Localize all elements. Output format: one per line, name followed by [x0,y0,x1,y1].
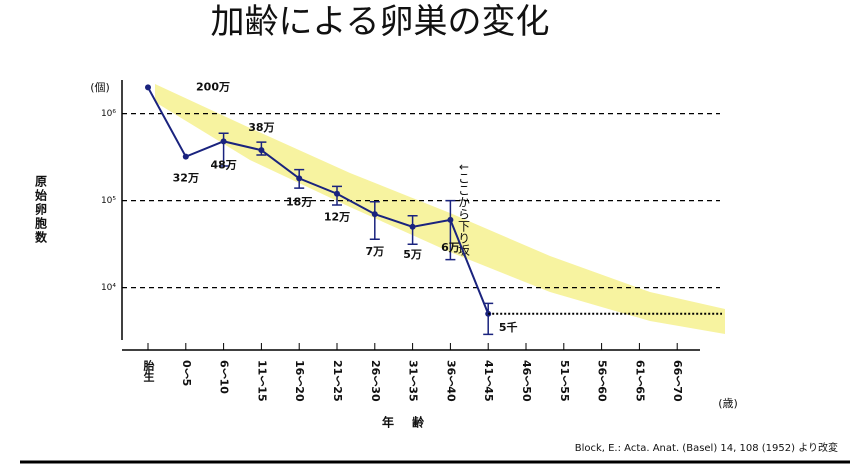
error-bar [369,201,380,240]
y-unit: (個) [90,81,110,94]
data-point [145,84,151,91]
x-tick-label: 46〜50 [520,360,533,402]
data-label: 32万 [173,172,199,185]
data-label: 18万 [286,195,312,208]
data-label: 5千 [499,320,518,334]
data-label: 48万 [210,158,236,171]
annotation: ↓ここから下り坂 [457,162,471,257]
data-point [182,153,189,160]
x-tick-label: 16〜20 [293,360,306,402]
data-label: 12万 [324,211,350,224]
y-tick-label: 10⁴ [101,283,116,293]
x-tick-label: 51〜55 [558,360,571,402]
error-bar [445,199,456,261]
data-label: 7万 [365,245,384,258]
y-axis-label: 原始卵胞数 [34,175,48,245]
error-bar [407,215,418,246]
data-label: 200万 [196,80,230,93]
series-line [147,86,490,315]
x-axis-label: 年齢 [382,415,442,430]
error-bar [483,302,494,336]
data-label: 5万 [403,248,422,261]
x-tick-label: 36〜40 [444,360,457,402]
data-label: 6万 [441,241,460,254]
data-point [220,138,227,145]
source-note: Block, E.: Acta. Anat. (Basel) 14, 108 (… [575,441,838,454]
x-tick-label: 11〜15 [255,360,268,402]
data-point [447,216,454,223]
y-tick-label: 10⁵ [101,196,116,206]
data-point [258,147,265,154]
x-tick-label: 26〜30 [369,360,382,402]
trend-band [155,84,725,334]
x-tick-label: 0〜5 [180,360,193,386]
data-label: 38万 [248,121,274,134]
data-point [296,175,303,182]
x-tick-label: 61〜65 [633,360,646,402]
y-tick-label: 10⁶ [101,109,116,119]
x-tick-label: 6〜10 [218,360,231,394]
data-point [409,223,416,230]
x-tick-label: 41〜45 [482,360,495,402]
data-point [334,190,340,197]
x-tick-label: 66〜70 [671,360,684,402]
x-tick-label: 胎生 [142,359,156,383]
x-tick-label: 56〜60 [596,360,609,402]
x-tick-label: 31〜35 [407,360,420,402]
x-unit: (歳) [718,397,738,410]
x-tick-label: 21〜25 [331,360,344,402]
chart-title: 加齢による卵巣の変化 [211,2,550,42]
data-point [371,211,378,218]
